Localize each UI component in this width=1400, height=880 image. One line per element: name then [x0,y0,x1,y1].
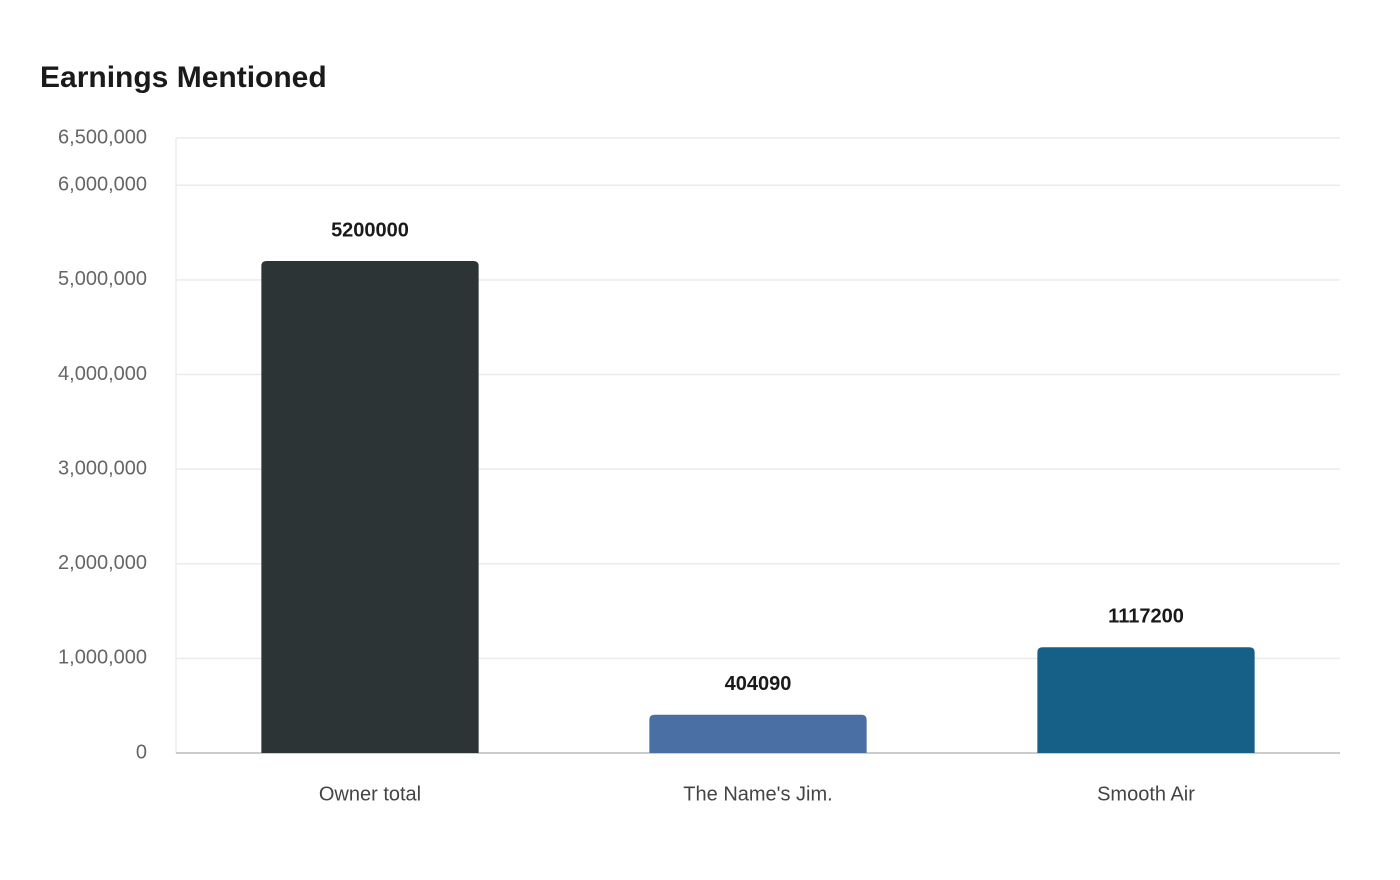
y-tick-label: 1,000,000 [58,647,147,669]
chart-title: Earnings Mentioned [40,61,327,94]
value-label: 1117200 [1108,606,1184,628]
y-tick-label: 3,000,000 [58,457,147,479]
x-tick-label: Smooth Air [1097,783,1195,805]
x-tick-label: Owner total [319,783,421,805]
x-tick-label: The Name's Jim. [683,783,832,805]
y-tick-label: 0 [136,741,147,763]
y-tick-label: 2,000,000 [58,552,147,574]
y-tick-label: 6,500,000 [58,126,147,148]
value-label: 5200000 [331,219,409,241]
y-tick-label: 5,000,000 [58,268,147,290]
y-tick-label: 6,000,000 [58,174,147,196]
bar [649,714,867,753]
bar [261,261,479,753]
value-label: 404090 [725,673,792,695]
bar [1037,647,1255,753]
y-tick-label: 4,000,000 [58,363,147,385]
